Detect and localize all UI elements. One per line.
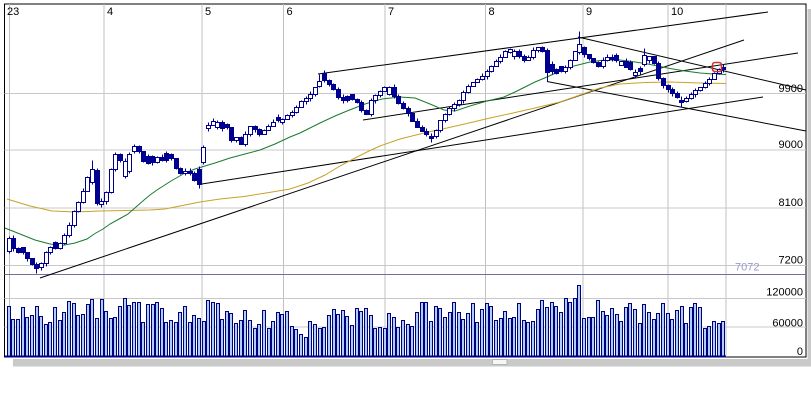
- svg-text:7072: 7072: [735, 262, 759, 274]
- svg-text:7: 7: [388, 6, 394, 18]
- svg-text:7200: 7200: [779, 255, 803, 267]
- svg-text:0: 0: [797, 346, 803, 358]
- svg-text:120000: 120000: [766, 287, 803, 299]
- svg-text:23: 23: [7, 6, 19, 18]
- svg-text:5: 5: [205, 6, 211, 18]
- svg-text:6: 6: [287, 6, 293, 18]
- svg-text:8100: 8100: [779, 197, 803, 209]
- svg-text:9900: 9900: [779, 83, 803, 95]
- svg-text:10: 10: [671, 6, 683, 18]
- svg-text:4: 4: [107, 6, 113, 18]
- svg-text:9: 9: [586, 6, 592, 18]
- svg-text:8: 8: [489, 6, 495, 18]
- svg-text:9000: 9000: [779, 139, 803, 151]
- svg-text:60000: 60000: [772, 318, 803, 330]
